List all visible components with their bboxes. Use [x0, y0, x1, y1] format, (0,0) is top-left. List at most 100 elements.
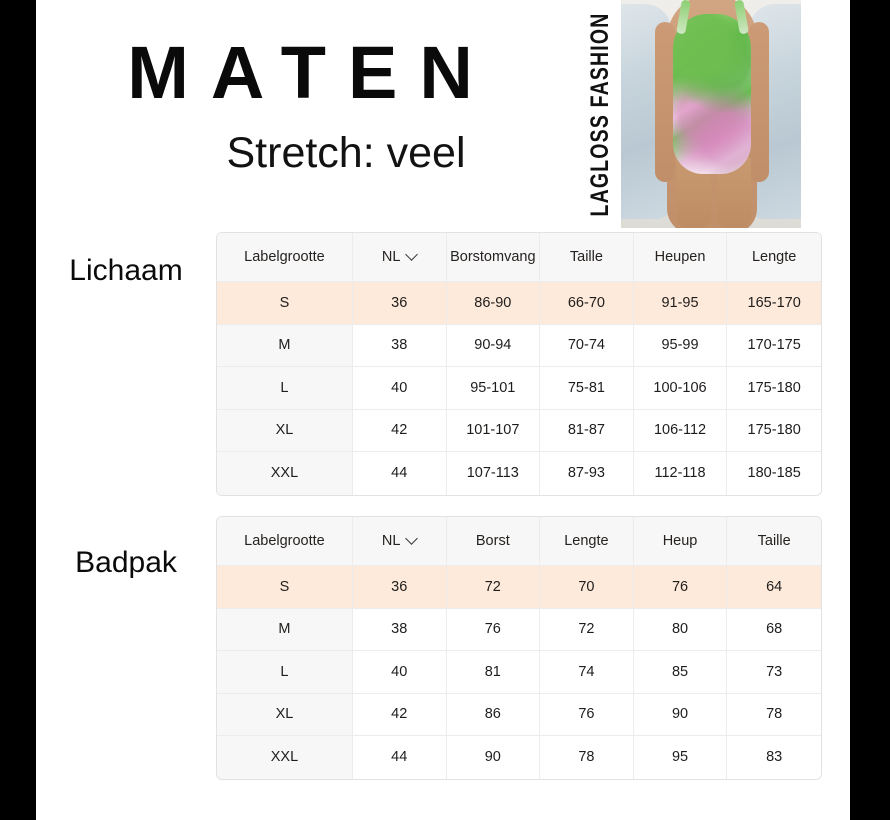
table-body-lichaam: S 36 86-90 66-70 91-95 165-170 M 38 90-9…: [217, 282, 821, 495]
cell-lengte: 72: [540, 608, 634, 651]
column-header-label: Heupen: [654, 249, 706, 265]
cell-taille: 78: [727, 693, 821, 736]
cell-nl: 38: [352, 608, 447, 651]
column-header-nl[interactable]: NL: [352, 233, 447, 282]
cell-nl: 40: [352, 367, 447, 410]
brand-name: LAGLOSS FASHION: [586, 12, 615, 216]
cell-nl: 44: [352, 736, 447, 779]
column-header-label: NL: [381, 249, 401, 265]
header: MATEN Stretch: veel LAGLOSS FASHION: [36, 0, 850, 232]
cell-borstomvang: 86-90: [446, 282, 541, 325]
cell-nl: 38: [352, 324, 447, 367]
chevron-down-icon[interactable]: [405, 247, 419, 261]
column-header-labelgrootte: Labelgrootte: [217, 517, 353, 566]
cell-size: M: [217, 608, 353, 651]
section-lichaam: Lichaam Labelgrootte NL: [36, 232, 850, 496]
column-header-lengte: Lengte: [727, 233, 821, 282]
stretch-subtitle: Stretch: veel: [226, 129, 466, 177]
cell-lengte: 165-170: [727, 282, 821, 325]
column-header-label: Lengte: [564, 533, 609, 549]
cell-borst: 86: [446, 693, 541, 736]
model-arm-right: [749, 22, 769, 182]
brand-label-vertical: LAGLOSS FASHION: [574, 0, 628, 228]
cell-taille: 87-93: [540, 452, 634, 495]
cell-nl: 44: [352, 452, 447, 495]
column-header-labelgrootte: Labelgrootte: [217, 233, 353, 282]
cell-heupen: 100-106: [633, 367, 728, 410]
cell-taille: 70-74: [540, 324, 634, 367]
table-row[interactable]: XXL 44 90 78 95 83: [217, 736, 821, 779]
table-row[interactable]: M 38 76 72 80 68: [217, 608, 821, 651]
section-label-lichaam: Lichaam: [69, 254, 183, 287]
cell-taille: 73: [727, 651, 821, 694]
table-row[interactable]: M 38 90-94 70-74 95-99 170-175: [217, 324, 821, 367]
product-photo: [621, 0, 801, 228]
column-header-label: Borst: [475, 533, 510, 549]
column-header-nl[interactable]: NL: [352, 517, 447, 566]
cell-borstomvang: 90-94: [446, 324, 541, 367]
table-row[interactable]: XXL 44 107-113 87-93 112-118 180-185: [217, 452, 821, 495]
cell-heup: 85: [633, 651, 728, 694]
model-arm-left: [655, 22, 675, 182]
cell-size: XXL: [217, 736, 353, 779]
swimsuit-garment: [673, 14, 751, 174]
table-body-badpak: S 36 72 70 76 64 M 38 76 72 80: [217, 566, 821, 779]
table-row[interactable]: XL 42 86 76 90 78: [217, 693, 821, 736]
cell-heup: 80: [633, 608, 728, 651]
cell-heupen: 95-99: [633, 324, 728, 367]
cell-nl: 42: [352, 409, 447, 452]
table-head-badpak: Labelgrootte NL Borst: [217, 517, 821, 566]
table-head-lichaam: Labelgrootte NL Borstomvang: [217, 233, 821, 282]
table-header-row: Labelgrootte NL Borstomvang: [217, 233, 821, 282]
column-header-label: Taille: [569, 249, 603, 265]
cell-borst: 72: [446, 566, 541, 609]
section-badpak: Badpak Labelgrootte NL: [36, 516, 850, 780]
cell-borst: 81: [446, 651, 541, 694]
size-table-badpak: Labelgrootte NL Borst: [216, 516, 822, 780]
table-row[interactable]: L 40 81 74 85 73: [217, 651, 821, 694]
cell-borstomvang: 95-101: [446, 367, 541, 410]
cell-lengte: 175-180: [727, 367, 821, 410]
cell-size: XL: [217, 409, 353, 452]
chevron-down-icon[interactable]: [405, 531, 419, 545]
column-header-label: Labelgrootte: [244, 533, 325, 549]
cell-lengte: 70: [540, 566, 634, 609]
cell-lengte: 180-185: [727, 452, 821, 495]
column-header-label: Taille: [757, 533, 791, 549]
cell-lengte: 78: [540, 736, 634, 779]
cell-size: XXL: [217, 452, 353, 495]
cell-heup: 90: [633, 693, 728, 736]
table-row[interactable]: S 36 86-90 66-70 91-95 165-170: [217, 282, 821, 325]
table-row[interactable]: S 36 72 70 76 64: [217, 566, 821, 609]
column-header-label: NL: [381, 533, 401, 549]
column-header-label: Borstomvang: [450, 249, 536, 265]
table-row[interactable]: XL 42 101-107 81-87 106-112 175-180: [217, 409, 821, 452]
page-title: MATEN: [127, 31, 495, 114]
cell-heupen: 112-118: [633, 452, 728, 495]
cell-heupen: 91-95: [633, 282, 728, 325]
column-header-label: Labelgrootte: [244, 249, 325, 265]
cell-heup: 76: [633, 566, 728, 609]
table-wrap-lichaam: Labelgrootte NL Borstomvang: [216, 232, 850, 496]
cell-taille: 81-87: [540, 409, 634, 452]
cell-lengte: 170-175: [727, 324, 821, 367]
cell-borstomvang: 107-113: [446, 452, 541, 495]
content-canvas: MATEN Stretch: veel LAGLOSS FASHION: [36, 0, 850, 820]
column-header-lengte: Lengte: [540, 517, 634, 566]
section-label-badpak: Badpak: [75, 546, 177, 579]
size-table-lichaam: Labelgrootte NL Borstomvang: [216, 232, 822, 496]
column-header-label: Lengte: [751, 249, 797, 265]
column-header-label: Heup: [662, 533, 698, 549]
column-header-heup: Heup: [633, 517, 728, 566]
cell-size: L: [217, 367, 353, 410]
column-header-taille: Taille: [540, 233, 634, 282]
cell-size: S: [217, 282, 353, 325]
table-row[interactable]: L 40 95-101 75-81 100-106 175-180: [217, 367, 821, 410]
cell-nl: 36: [352, 566, 447, 609]
column-header-heupen: Heupen: [633, 233, 728, 282]
cell-borst: 90: [446, 736, 541, 779]
cell-borst: 76: [446, 608, 541, 651]
column-header-borstomvang: Borstomvang: [446, 233, 541, 282]
cell-size: XL: [217, 693, 353, 736]
